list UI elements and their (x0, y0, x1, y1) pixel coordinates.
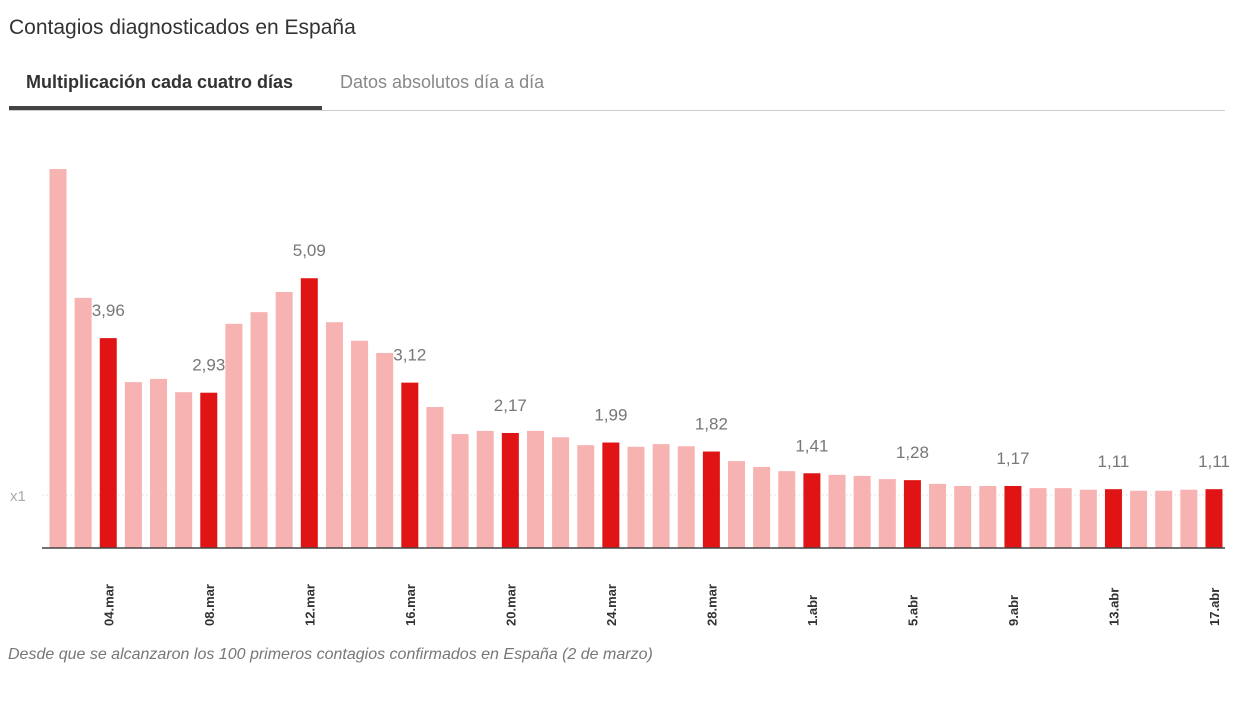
bar-14.abr (1130, 490, 1148, 548)
x-tick-label-08.mar: 08.mar (202, 584, 217, 626)
bar-8.abr (979, 485, 997, 548)
bar-16.abr (1180, 489, 1198, 548)
bar-27.mar (677, 446, 695, 548)
bar-06.mar (150, 378, 168, 548)
bar-21.mar (526, 430, 544, 548)
data-label-20.mar: 2,17 (494, 396, 527, 415)
bar-10.mar (250, 312, 268, 548)
tab-bar: Multiplicación cada cuatro días Datos ab… (9, 64, 1225, 111)
bar-2.abr (828, 474, 846, 548)
bar-1.abr (803, 473, 821, 548)
bar-4.abr (878, 479, 896, 548)
bar-30.mar (753, 466, 771, 548)
data-label-16.mar: 3,12 (393, 346, 426, 365)
x-tick-label-12.mar: 12.mar (302, 584, 317, 626)
x-tick-label-13.abr: 13.abr (1106, 588, 1121, 626)
data-label-04.mar: 3,96 (92, 301, 125, 320)
bar-7.abr (954, 485, 972, 548)
bar-26.mar (652, 444, 670, 548)
chart-title: Contagios diagnosticados en España (9, 16, 356, 39)
data-label-28.mar: 1,82 (695, 415, 728, 434)
x-tick-label-17.abr: 17.abr (1207, 588, 1222, 626)
bar-11.abr (1054, 488, 1072, 548)
data-label-13.abr: 1,11 (1098, 452, 1130, 471)
data-label-12.mar: 5,09 (293, 241, 326, 260)
bar-13.mar (325, 322, 343, 548)
bar-09.mar (225, 323, 243, 548)
x-tick-label-24.mar: 24.mar (604, 584, 619, 626)
bar-12.mar (300, 278, 318, 548)
bar-17.mar (426, 407, 444, 548)
bar-19.mar (476, 430, 494, 548)
chart-caption: Desde que se alcanzaron los 100 primeros… (8, 646, 653, 663)
bar-6.abr (929, 483, 947, 548)
bar-07.mar (175, 392, 193, 548)
active-tab-indicator (9, 106, 322, 110)
data-label-1.abr: 1,41 (795, 436, 828, 455)
bar-15.mar (376, 352, 394, 548)
bar-08.mar (200, 392, 218, 548)
bar-16.mar (401, 382, 419, 548)
bar-31.mar (778, 471, 796, 548)
bar-20.mar (501, 432, 519, 548)
bar-17.abr (1205, 489, 1223, 548)
x-tick-label-28.mar: 28.mar (704, 584, 719, 626)
bar-29.mar (728, 461, 746, 548)
bar-9.abr (1004, 485, 1022, 548)
data-label-08.mar: 2,93 (192, 356, 225, 375)
bar-22.mar (552, 437, 570, 548)
bar-04.mar (99, 338, 117, 548)
bar-14.mar (351, 340, 369, 548)
bar-13.abr (1104, 489, 1122, 548)
x-tick-label-9.abr: 9.abr (1006, 595, 1021, 626)
bar-23.mar (577, 445, 595, 548)
bar-24.mar (602, 442, 620, 548)
data-label-17.abr: 1,11 (1198, 452, 1230, 471)
data-label-9.abr: 1,17 (996, 449, 1029, 468)
bar-18.mar (451, 434, 469, 548)
x-tick-label-1.abr: 1.abr (805, 595, 820, 626)
bar-25.mar (627, 446, 645, 548)
bar-3.abr (853, 475, 871, 548)
bar-11.mar (275, 292, 293, 548)
x-tick-label-20.mar: 20.mar (503, 584, 518, 626)
bar-12.abr (1079, 489, 1097, 548)
x-tick-label-16.mar: 16.mar (403, 584, 418, 626)
data-label-5.abr: 1,28 (896, 443, 929, 462)
bar-15.abr (1155, 490, 1173, 548)
x-tick-label-5.abr: 5.abr (905, 595, 920, 626)
bar-5.abr (903, 480, 921, 548)
bar-03.mar (74, 297, 92, 548)
tab-multiplicacion[interactable]: Multiplicación cada cuatro días (26, 72, 294, 92)
bar-28.mar (702, 451, 720, 548)
reference-label: x1 (10, 488, 26, 505)
bar-10.abr (1029, 488, 1047, 548)
bar-05.mar (124, 382, 142, 548)
data-label-24.mar: 1,99 (594, 406, 627, 425)
tab-datos-absolutos[interactable]: Datos absolutos día a día (340, 72, 545, 92)
x-tick-label-04.mar: 04.mar (101, 584, 116, 626)
bar-02.mar (49, 169, 67, 549)
